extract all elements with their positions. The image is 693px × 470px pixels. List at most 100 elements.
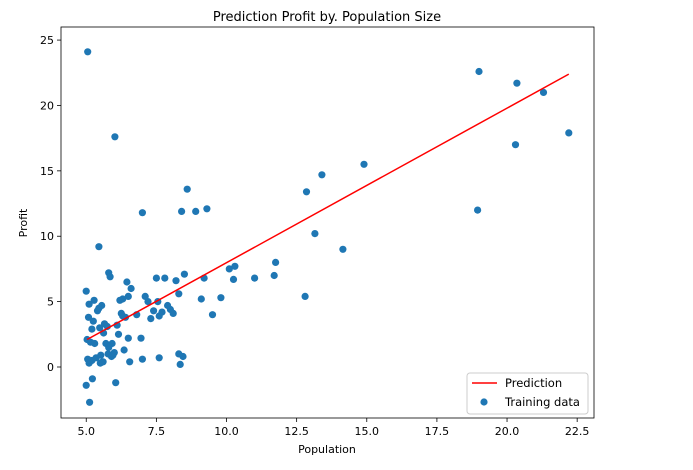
- data-point: [272, 258, 280, 266]
- data-point: [301, 292, 309, 300]
- data-point: [144, 298, 152, 306]
- data-point: [105, 343, 113, 351]
- data-point: [127, 284, 135, 293]
- data-point: [175, 290, 183, 298]
- data-point: [124, 292, 132, 300]
- x-tick-label: 7.5: [148, 425, 166, 438]
- data-point: [86, 398, 94, 406]
- data-point: [88, 325, 96, 333]
- data-point: [197, 295, 205, 303]
- y-axis-ticks: 0 5 10 15 20 25: [40, 34, 61, 374]
- data-point: [106, 273, 114, 281]
- data-point: [176, 360, 184, 368]
- data-point: [180, 270, 188, 278]
- data-point: [150, 307, 158, 315]
- data-point: [192, 207, 200, 215]
- data-point: [183, 185, 191, 193]
- data-point: [85, 300, 93, 308]
- y-tick-label: 10: [40, 230, 54, 243]
- data-point: [82, 287, 90, 295]
- x-tick-label: 5.0: [77, 425, 95, 438]
- y-tick-label: 20: [40, 99, 54, 112]
- x-axis-ticks: 5.0 7.5 10.0 12.5 15.0 17.5 20.0 22.5: [77, 418, 589, 438]
- prediction-line-layer: [86, 73, 570, 341]
- plot-area: [82, 48, 573, 406]
- data-point: [97, 351, 105, 359]
- prediction-line: [86, 73, 570, 341]
- data-point: [302, 188, 311, 196]
- data-point: [475, 67, 483, 76]
- data-point: [88, 375, 96, 383]
- data-point: [172, 277, 180, 285]
- data-point: [229, 275, 238, 283]
- data-point: [95, 304, 103, 312]
- data-point: [152, 274, 160, 282]
- data-point: [539, 88, 548, 96]
- x-tick-label: 10.0: [214, 425, 239, 438]
- data-point: [98, 358, 107, 366]
- data-point: [123, 278, 131, 286]
- x-tick-label: 12.5: [284, 425, 309, 438]
- data-point: [111, 133, 119, 141]
- data-point: [103, 322, 111, 331]
- data-point: [84, 48, 92, 56]
- data-point: [251, 274, 259, 282]
- data-point: [175, 350, 183, 358]
- data-point: [360, 160, 368, 168]
- data-point: [474, 206, 482, 214]
- y-tick-label: 0: [47, 361, 54, 374]
- data-point: [270, 271, 278, 280]
- data-point: [511, 141, 520, 149]
- legend: Prediction Training data: [466, 372, 589, 415]
- data-point: [119, 295, 127, 303]
- x-tick-label: 15.0: [355, 425, 380, 438]
- data-point: [114, 330, 123, 338]
- y-tick-label: 5: [47, 296, 54, 309]
- legend-box: [466, 372, 589, 415]
- data-point: [112, 379, 120, 387]
- legend-training-swatch: [480, 398, 488, 406]
- scatter-layer: [82, 48, 573, 406]
- legend-training-label: Training data: [504, 395, 580, 409]
- data-point: [147, 315, 155, 323]
- data-point: [161, 274, 169, 282]
- data-point: [124, 334, 132, 342]
- data-point: [120, 346, 128, 354]
- axes-frame: [60, 26, 595, 419]
- x-tick-label: 17.5: [425, 425, 450, 438]
- data-point: [138, 209, 146, 217]
- data-point: [225, 265, 233, 273]
- legend-prediction-label: Prediction: [505, 376, 562, 390]
- y-tick-label: 15: [40, 165, 54, 178]
- data-point: [208, 311, 217, 319]
- data-point: [318, 171, 326, 179]
- data-point: [217, 294, 225, 302]
- y-axis-label: Profit: [17, 208, 30, 237]
- data-point: [178, 207, 186, 215]
- data-point: [231, 262, 239, 270]
- data-point: [91, 339, 99, 348]
- data-point: [90, 296, 98, 304]
- y-tick-label: 25: [40, 34, 54, 47]
- data-point: [95, 243, 103, 251]
- x-axis-label: Population: [298, 443, 356, 456]
- data-point: [84, 313, 93, 321]
- x-tick-label: 20.0: [495, 425, 520, 438]
- data-point: [158, 308, 166, 316]
- chart-title: Prediction Profit by. Population Size: [213, 10, 441, 25]
- data-point: [82, 381, 90, 389]
- data-point: [169, 309, 177, 317]
- data-point: [126, 358, 134, 366]
- data-point: [155, 354, 163, 362]
- data-point: [311, 230, 319, 238]
- data-point: [138, 355, 146, 363]
- data-point: [137, 334, 145, 342]
- data-point: [339, 245, 347, 253]
- data-point: [89, 317, 97, 325]
- data-point: [513, 79, 521, 87]
- data-point: [110, 349, 118, 357]
- data-point: [119, 312, 127, 320]
- data-point: [565, 129, 573, 137]
